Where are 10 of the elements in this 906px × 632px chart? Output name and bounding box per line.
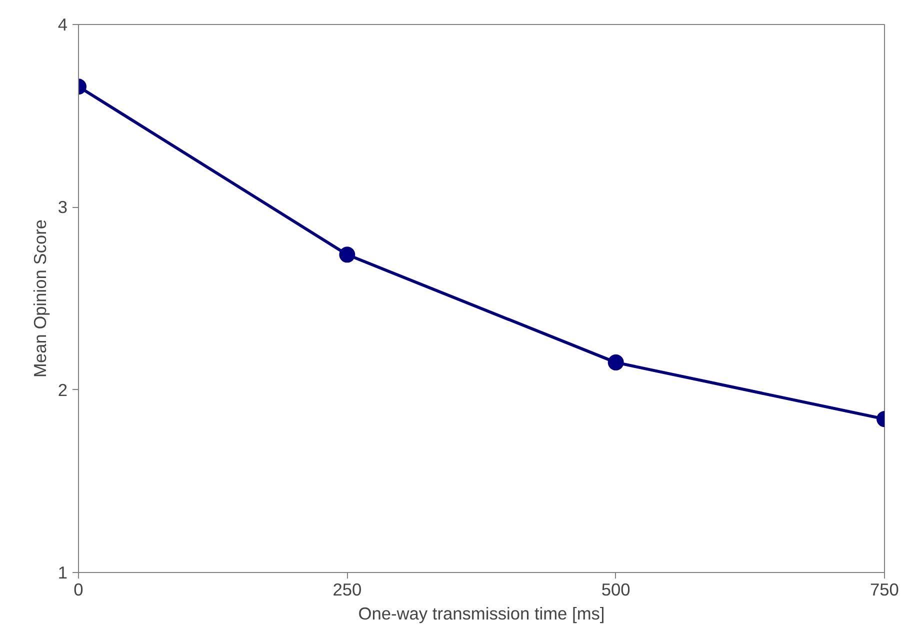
y-tick-label: 1 (58, 562, 68, 582)
x-tick-label: 0 (74, 580, 84, 600)
x-tick-label: 750 (870, 580, 899, 600)
y-tick-label: 2 (58, 380, 68, 400)
y-tick-label: 4 (58, 14, 68, 34)
x-axis-title: One-way transmission time [ms] (358, 604, 605, 624)
x-tick-label: 500 (601, 580, 630, 600)
y-tick-label: 3 (58, 197, 68, 218)
x-tick-label: 250 (332, 580, 362, 600)
y-axis-title: Mean Opinion Score (30, 220, 50, 378)
